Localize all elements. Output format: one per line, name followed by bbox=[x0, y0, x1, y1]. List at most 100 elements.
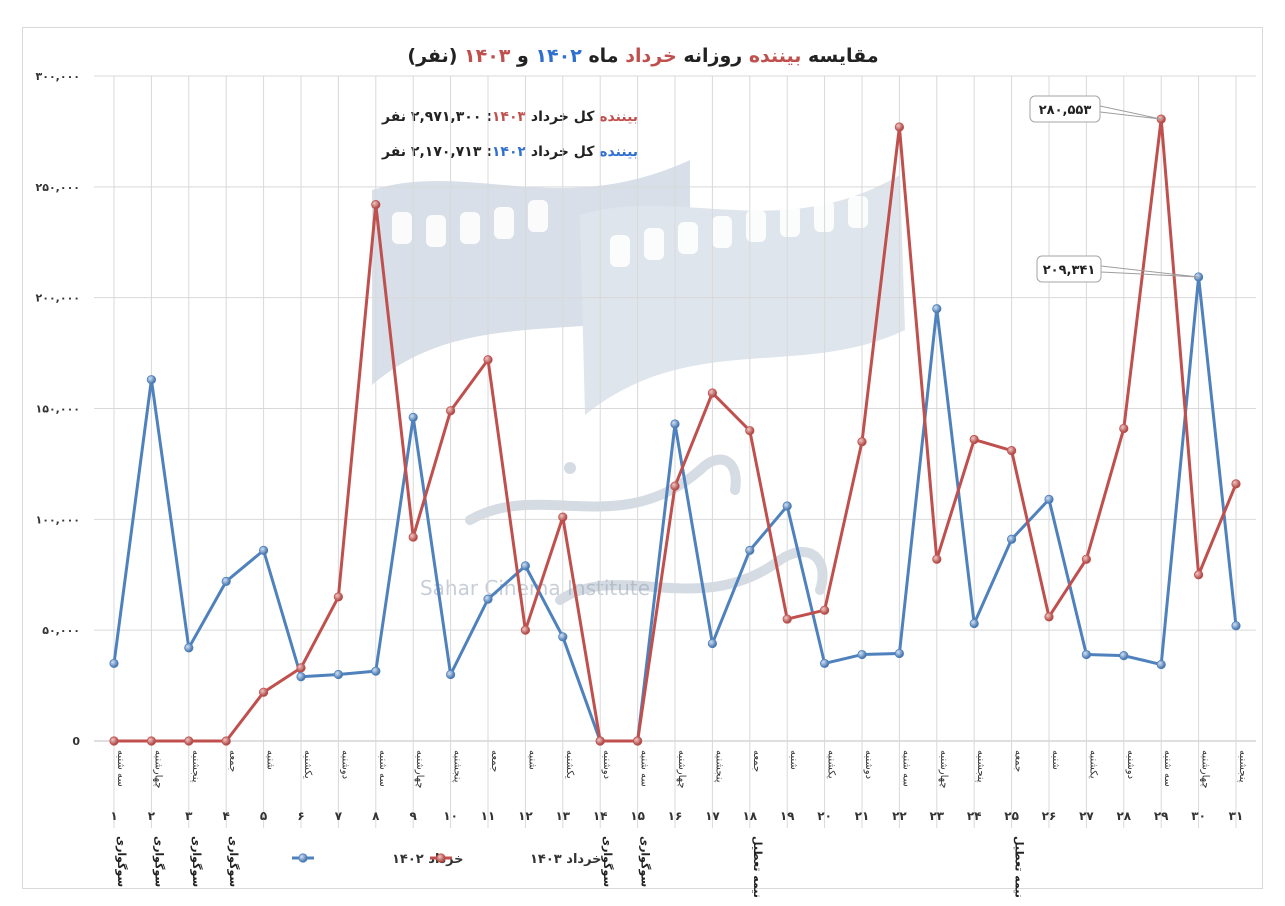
watermark-brand: Sahar Cinema Institute bbox=[420, 576, 650, 600]
x-day-label: ۳۰ bbox=[1191, 809, 1206, 823]
y-tick-label: ۲۰۰,۰۰۰ bbox=[36, 292, 80, 305]
data-point bbox=[109, 658, 119, 669]
x-weekday-label: پنجشنبه bbox=[452, 750, 463, 783]
x-weekday-label: دوشنبه bbox=[1125, 750, 1136, 779]
data-point bbox=[558, 512, 568, 522]
x-day-label: ۱۳ bbox=[555, 809, 570, 823]
series-lines bbox=[109, 114, 1241, 746]
x-day-label: ۲۵ bbox=[1004, 809, 1019, 823]
data-point bbox=[1119, 423, 1129, 434]
x-day-label: ۱۰ bbox=[443, 809, 458, 823]
data-point bbox=[595, 736, 605, 746]
data-point bbox=[1081, 554, 1092, 564]
x-day-label: ۳ bbox=[185, 809, 193, 823]
x-weekday-label: دوشنبه bbox=[601, 750, 612, 779]
data-point bbox=[819, 605, 830, 615]
data-point bbox=[445, 669, 456, 680]
data-point bbox=[558, 632, 568, 642]
x-note-label: سوگواری bbox=[152, 836, 165, 887]
y-axis: 0 ۵۰,۰۰۰ ۱۰۰,۰۰۰ ۱۵۰,۰۰۰ ۲۰۰,۰۰۰ ۲۵۰,۰۰۰ ۳۰۰,۰… bbox=[36, 70, 81, 748]
x-day-label: ۲۱ bbox=[855, 809, 870, 823]
x-weekday-label: یکشنبه bbox=[564, 750, 575, 779]
x-day-label: ۹ bbox=[410, 809, 418, 823]
watermark-film-strip bbox=[372, 160, 905, 415]
x-day-label: ۲۶ bbox=[1042, 809, 1057, 823]
x-weekday-label: دوشنبه bbox=[863, 750, 874, 779]
x-weekday-label: پنجشنبه bbox=[190, 750, 201, 783]
data-point bbox=[483, 594, 493, 604]
x-weekday-label: پنجشنبه bbox=[1237, 750, 1248, 783]
x-weekday-label: سه شنبه bbox=[1162, 750, 1173, 787]
data-point bbox=[408, 532, 418, 542]
data-point bbox=[670, 419, 680, 429]
data-point bbox=[445, 406, 456, 416]
x-weekday-label: یکشنبه bbox=[826, 750, 837, 779]
data-point bbox=[932, 304, 942, 314]
data-point bbox=[333, 592, 343, 602]
data-point bbox=[857, 649, 867, 660]
x-note-label: سوگواری bbox=[115, 836, 128, 887]
data-point bbox=[109, 736, 119, 746]
x-note-label: سوگواری bbox=[639, 836, 652, 887]
data-point bbox=[258, 545, 269, 555]
data-point bbox=[184, 736, 194, 746]
x-day-label: ۲۹ bbox=[1154, 809, 1169, 823]
data-point bbox=[371, 199, 381, 210]
x-weekday-label: چهارشنبه bbox=[414, 750, 425, 788]
x-day-label: ۱۹ bbox=[780, 809, 795, 823]
data-point bbox=[146, 375, 156, 385]
watermark-logo bbox=[465, 454, 828, 605]
x-weekday-label: شنبه bbox=[265, 750, 276, 770]
x-weekday-label: یکشنبه bbox=[302, 750, 313, 779]
x-day-label: ۲۷ bbox=[1079, 809, 1094, 823]
x-day-label: ۲۳ bbox=[929, 809, 944, 823]
x-day-label: ۱۴ bbox=[593, 809, 608, 823]
data-point bbox=[1044, 612, 1054, 622]
x-day-label: ۱ bbox=[110, 809, 117, 823]
x-weekday-label: سه شنبه bbox=[377, 750, 388, 787]
legend-label: خرداد ۱۴۰۳ bbox=[530, 852, 602, 867]
x-weekday-label: چهارشنبه bbox=[1200, 750, 1211, 788]
legend-swatch-marker bbox=[298, 853, 308, 863]
x-note-label: نیمه تعطیل bbox=[1013, 836, 1026, 898]
x-weekday-label: شنبه bbox=[1050, 750, 1061, 770]
data-point bbox=[258, 687, 269, 697]
x-weekday-label: چهارشنبه bbox=[938, 750, 949, 788]
data-point bbox=[932, 554, 942, 564]
data-point bbox=[745, 545, 755, 555]
chart-title: مقایسه بیننده روزانه خرداد ماه ۱۴۰۲ و ۱۴… bbox=[407, 45, 878, 67]
x-weekday-label: سه شنبه bbox=[900, 750, 911, 787]
x-day-label: ۱۵ bbox=[630, 809, 645, 823]
x-note-label: سوگواری bbox=[227, 836, 240, 887]
summary-1402: بیننده کل خرداد ۱۴۰۲: ۲,۱۷۰,۷۱۳ نفر bbox=[381, 144, 638, 160]
data-point bbox=[1231, 621, 1241, 631]
callouts: ۲۸۰,۵۵۳ ۲۰۹,۳۴۱ bbox=[1029, 95, 1199, 283]
callout-leader bbox=[1100, 265, 1199, 278]
y-tick-label: 0 bbox=[72, 735, 80, 748]
y-tick-label: ۲۵۰,۰۰۰ bbox=[36, 181, 80, 194]
x-day-label: ۱۱ bbox=[481, 809, 496, 823]
data-point bbox=[408, 412, 418, 422]
data-point bbox=[1006, 446, 1017, 456]
x-day-label: ۲ bbox=[148, 809, 156, 823]
data-point bbox=[969, 618, 979, 629]
data-point bbox=[184, 643, 194, 653]
x-note-label: نیمه تعطیل bbox=[751, 836, 764, 898]
data-point bbox=[1156, 659, 1166, 670]
x-weekday-label: چهارشنبه bbox=[152, 750, 163, 788]
data-point bbox=[782, 614, 792, 624]
data-point bbox=[632, 736, 643, 746]
legend: خرداد ۱۴۰۲ خرداد ۱۴۰۳ bbox=[292, 852, 602, 867]
x-weekday-label: سه شنبه bbox=[639, 750, 650, 787]
x-day-label: ۵ bbox=[260, 809, 267, 823]
x-weekday-label: جمعه bbox=[227, 750, 238, 772]
data-point bbox=[296, 672, 306, 682]
legend-label: خرداد ۱۴۰۲ bbox=[392, 852, 464, 867]
x-note-label: سوگواری bbox=[190, 836, 203, 887]
x-weekday-label: پنجشنبه bbox=[713, 750, 724, 783]
y-tick-label: ۵۰,۰۰۰ bbox=[42, 624, 80, 637]
data-point bbox=[857, 437, 867, 447]
data-point bbox=[333, 669, 343, 680]
x-weekday-label: جمعه bbox=[1013, 750, 1024, 772]
